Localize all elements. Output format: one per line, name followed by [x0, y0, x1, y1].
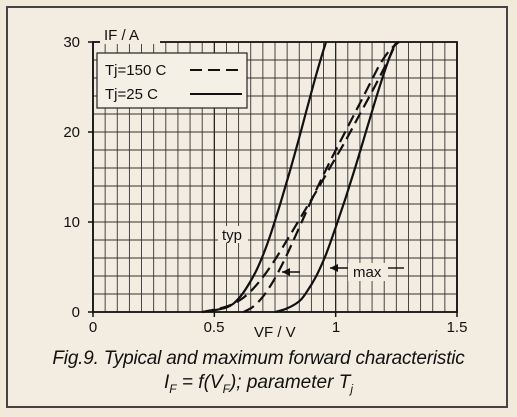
- series: [201, 41, 400, 314]
- series-max-tj150c-line: [242, 41, 400, 313]
- caption-formula: IF = f(VF); parameter Tj: [164, 372, 353, 396]
- annotation-max: max: [353, 264, 382, 281]
- series-max-tj25c-line: [274, 41, 400, 314]
- y-tick-label-30: 30: [63, 34, 80, 51]
- figure-caption-line1: Fig.9. Typical and maximum forward chara…: [52, 348, 465, 369]
- figure-frame: [6, 6, 508, 408]
- legend: Tj=150 C Tj=25 C: [96, 52, 248, 109]
- typ-arrow-head: [282, 268, 290, 276]
- series-typ-tj150c-line: [201, 41, 398, 314]
- annotation-typ: typ: [222, 227, 242, 244]
- legend-label-25c: Tj=25 C: [105, 86, 158, 103]
- series-typ-tj25c-line: [202, 41, 328, 314]
- max-arrow-head: [330, 264, 338, 272]
- x-axis-title: VF / V: [254, 324, 296, 341]
- max-label-bg: [348, 263, 388, 281]
- y-tick-label-20: 20: [63, 124, 80, 141]
- y-tick-label-0: 0: [72, 304, 80, 321]
- x-tick-label-1-5: 1.5: [447, 319, 468, 336]
- x-axis-title-bg: [250, 322, 310, 340]
- x-tick-label-1: 1: [332, 319, 340, 336]
- x-tick-label-0: 0: [89, 319, 97, 336]
- y-axis-title-bg: [100, 26, 160, 44]
- x-tick-label-0-5: 0.5: [204, 319, 225, 336]
- legend-box: [96, 52, 248, 109]
- y-axis-title: IF / A: [104, 27, 139, 44]
- typ-label-bg: [218, 226, 248, 243]
- y-tick-label-10: 10: [63, 214, 80, 231]
- legend-label-150c: Tj=150 C: [105, 62, 166, 79]
- figure-caption-line2: IF = f(VF); parameter Tj: [0, 372, 517, 396]
